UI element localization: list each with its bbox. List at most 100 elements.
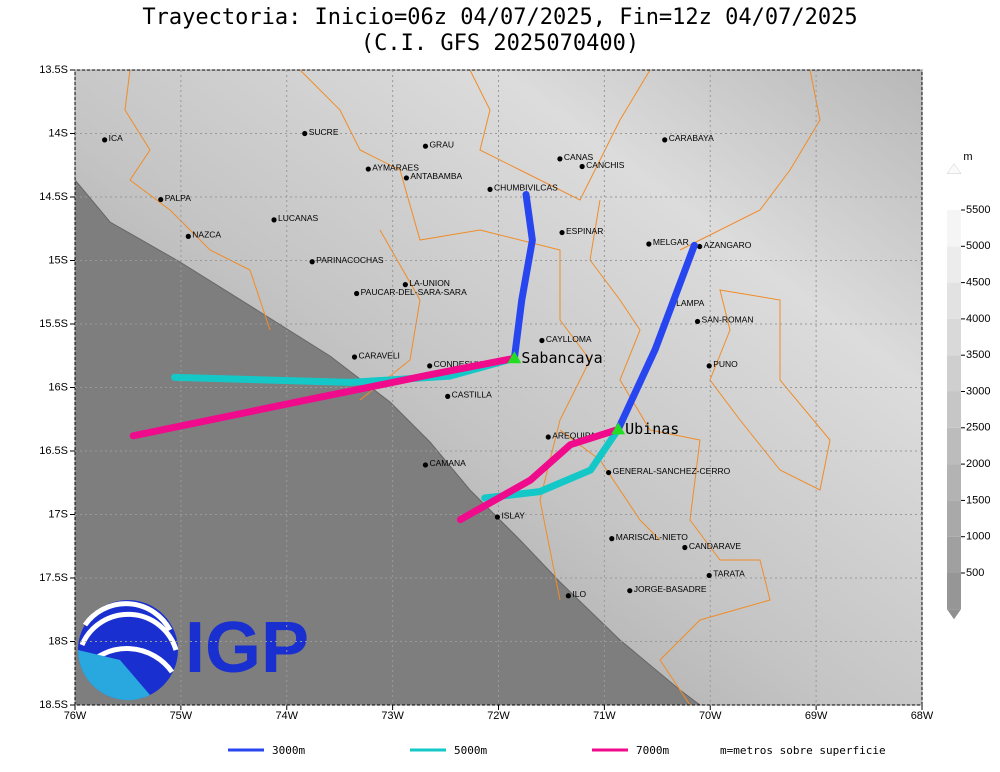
colorbar-label: 4500 [966,277,990,289]
place-marker [354,290,360,297]
legend-label: 7000m [636,744,669,757]
colorbar-segment [947,355,961,392]
volcano-label: Ubinas [625,420,679,438]
place-label: SAN-ROMAN [702,315,754,325]
trajectory [614,241,698,433]
place-label: CASTILLA [452,390,492,400]
place-label: MARISCAL-NIETO [616,532,688,542]
colorbar-segment [947,318,961,356]
place-marker [697,243,703,250]
colorbar-segment [947,282,961,319]
trajectory [510,190,536,362]
x-tick-label: 70W [699,710,722,722]
place-marker [706,572,712,579]
place-label: LAMPA [676,298,705,308]
place-label: ILO [572,589,586,599]
colorbar-unit: m [963,151,972,163]
x-tick-label: 76W [64,710,87,722]
x-tick-label: 74W [275,710,298,722]
place-marker [158,196,164,203]
place-marker [351,354,358,360]
y-tick-label: 17.5S [39,572,68,584]
place-label: CANCHIS [586,160,625,170]
y-tick-label: 17S [48,508,68,520]
x-tick-label: 71W [593,710,616,722]
place-marker [302,130,308,137]
colorbar-segment [947,536,961,573]
title: Trayectoria: Inicio=06z 04/07/2025, Fin=… [142,5,857,30]
place-marker [646,241,652,247]
x-tick-label: 72W [487,710,510,722]
place-label: PUNO [713,359,738,369]
place-marker [627,588,633,594]
y-tick-label: 15S [48,254,68,266]
place-marker [271,217,277,223]
place-marker [557,156,563,162]
place-label: NAZCA [192,230,221,240]
x-tick-label: 68W [911,710,934,722]
colorbar-label: 2000 [966,458,990,470]
place-marker [309,259,315,265]
colorbar-segment [947,210,961,247]
colorbar-label: 1500 [966,494,990,506]
x-tick-label: 75W [170,710,193,722]
colorbar-segment [947,173,961,210]
place-marker [494,514,501,520]
logo-text: IGP [185,608,309,688]
place-label: ANTABAMBA [410,171,462,181]
place-label: ESPINAR [566,226,603,236]
place-label: AYMARAES [372,162,419,172]
colorbar-segment [947,464,961,501]
place-label: CAYLLOMA [546,334,592,344]
volcano-marker [611,422,626,435]
place-marker [422,462,429,468]
place-label: TARATA [713,569,745,579]
volcano-label: Sabancaya [521,349,602,367]
place-marker [445,393,451,399]
place-label: ICA [109,133,124,143]
place-label: LUCANAS [278,213,318,223]
trajectory [481,425,622,502]
place-marker [539,337,545,344]
place-marker [579,163,585,170]
place-label: CANAS [564,152,594,162]
y-tick-label: 14S [48,127,68,139]
place-marker [609,536,615,542]
x-tick-label: 69W [805,710,828,722]
colorbar-segment [947,246,961,283]
place-marker [706,363,712,369]
place-label: MELGAR [653,237,689,247]
logo: IGP [77,600,309,701]
place-label: ISLAY [501,510,525,520]
colorbar-label: 2500 [966,422,990,434]
place-marker [565,593,571,599]
colorbar-segment [947,391,961,428]
colorbar-end [947,609,961,620]
place-marker [662,137,668,143]
place-marker [365,166,371,172]
place-label: CAMANA [429,458,466,468]
place-label: PAUCAR-DEL-SARA-SARA [361,287,467,297]
place-label: CANDARAVE [689,541,742,551]
subtitle: (C.I. GFS 2025070400) [361,31,639,56]
place-marker [682,544,688,551]
colorbar-segment [947,500,961,537]
place-label: GRAU [429,139,454,149]
place-marker [694,318,701,325]
colorbar-label: 3000 [966,385,990,397]
colorbar-label: 1000 [966,531,990,543]
place-marker [559,229,565,236]
y-tick-label: 18S [48,635,68,647]
legend-note: m=metros sobre superficie [720,744,886,757]
place-marker [102,137,108,143]
place-label: PALPA [165,193,191,203]
colorbar-end [946,163,962,174]
volcano-marker [507,351,522,364]
place-marker [427,363,433,369]
legend-label: 5000m [454,744,487,757]
y-tick-label: 13.5S [39,64,68,76]
place-marker [403,175,409,181]
colorbar-label: 5000 [966,240,990,252]
place-marker [606,469,612,476]
